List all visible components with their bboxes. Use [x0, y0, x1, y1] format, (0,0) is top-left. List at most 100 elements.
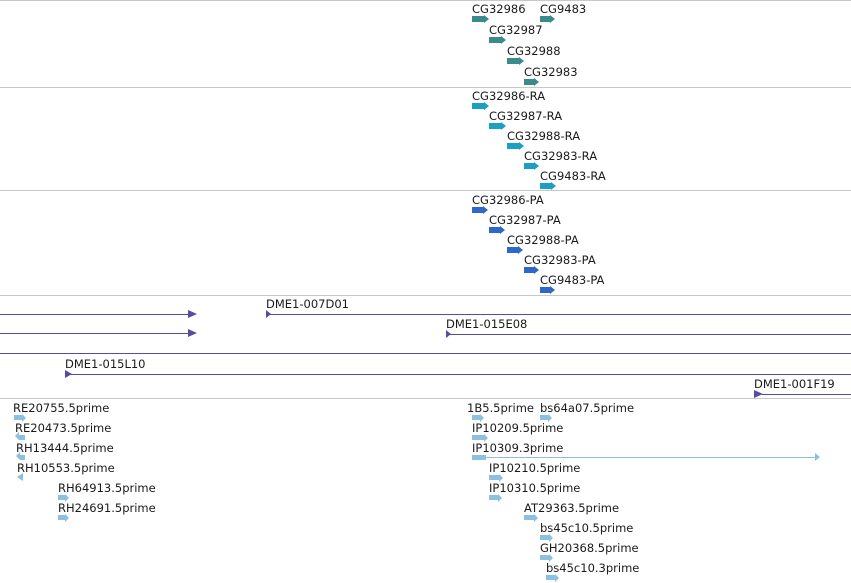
protein-feature[interactable] [489, 227, 500, 233]
est-feature[interactable] [58, 495, 65, 500]
track-separator [0, 190, 851, 191]
est-feature[interactable] [472, 455, 486, 460]
est-feature[interactable] [546, 575, 555, 580]
est-strand-arrow [555, 574, 559, 582]
est-label[interactable]: RE20755.5prime [13, 401, 110, 415]
est-strand-arrow [499, 474, 503, 482]
protein-label[interactable]: CG32988-PA [507, 233, 579, 247]
clone-line[interactable] [270, 314, 851, 315]
est-strand-arrow [484, 434, 488, 442]
gene-label[interactable]: CG32988 [507, 44, 561, 58]
est-label[interactable]: RH24691.5prime [58, 501, 156, 515]
clone-line[interactable] [450, 334, 851, 335]
clone-line[interactable] [70, 374, 851, 375]
gene-label[interactable]: CG32987 [489, 23, 543, 37]
transcript-feature[interactable] [524, 163, 534, 169]
clone-label[interactable]: DME1-007D01 [266, 297, 349, 311]
transcript-label[interactable]: CG32988-RA [507, 129, 581, 143]
est-feature[interactable] [540, 415, 548, 420]
gene-feature[interactable] [524, 79, 534, 85]
transcript-strand-arrow [501, 122, 506, 130]
protein-feature[interactable] [540, 287, 550, 293]
est-feature[interactable] [489, 495, 498, 500]
est-feature[interactable] [489, 475, 499, 480]
gene-strand-arrow [550, 15, 555, 23]
est-feature[interactable] [19, 435, 25, 440]
protein-feature[interactable] [507, 247, 518, 253]
est-feature[interactable] [58, 515, 65, 520]
est-strand-arrow [65, 494, 69, 502]
protein-strand-arrow [518, 246, 523, 254]
gene-feature[interactable] [472, 16, 484, 22]
est-label[interactable]: bs64a07.5prime [540, 401, 635, 415]
est-label[interactable]: AT29363.5prime [524, 501, 620, 515]
est-label[interactable]: GH20368.5prime [540, 541, 639, 555]
transcript-feature[interactable] [489, 123, 501, 129]
track-separator [0, 87, 851, 88]
clone-line[interactable] [0, 333, 190, 334]
clone-line[interactable] [0, 353, 851, 354]
gene-feature[interactable] [540, 16, 550, 22]
gene-label[interactable]: CG32986 [472, 2, 526, 16]
protein-label[interactable]: CG32986-PA [472, 193, 544, 207]
est-feature[interactable] [472, 415, 480, 420]
clone-strand-arrow [188, 310, 197, 318]
clone-label[interactable]: DME1-001F19 [754, 377, 835, 391]
est-strand-arrow [22, 414, 26, 422]
est-strand-arrow [498, 494, 502, 502]
protein-feature[interactable] [472, 207, 483, 213]
est-label[interactable]: IP10209.5prime [472, 421, 564, 435]
transcript-label[interactable]: CG32986-RA [472, 89, 546, 103]
est-label[interactable]: bs45c10.3prime [546, 561, 640, 575]
gene-feature[interactable] [489, 37, 501, 43]
est-strand-arrow [65, 514, 69, 522]
est-label[interactable]: RH10553.5prime [17, 461, 115, 475]
gene-strand-arrow [534, 78, 539, 86]
est-feature[interactable] [540, 535, 549, 540]
clone-strand-arrow [188, 329, 197, 337]
clone-line[interactable] [0, 314, 190, 315]
track-separator [0, 0, 851, 1]
est-feature[interactable] [14, 415, 22, 420]
transcript-label[interactable]: CG32983-RA [524, 149, 598, 163]
est-strand-arrow [549, 534, 553, 542]
protein-feature[interactable] [524, 267, 534, 273]
transcript-feature[interactable] [540, 183, 551, 189]
est-label[interactable]: bs45c10.5prime [540, 521, 634, 535]
est-strand-arrow [17, 473, 23, 481]
gene-feature[interactable] [507, 58, 519, 64]
est-feature[interactable] [524, 515, 534, 520]
est-label[interactable]: 1B5.5prime [467, 401, 534, 415]
clone-label[interactable]: DME1-015E08 [446, 317, 528, 331]
transcript-label[interactable]: CG9483-RA [540, 169, 606, 183]
clone-label[interactable]: DME1-015L10 [65, 357, 146, 371]
est-intron-line[interactable] [486, 457, 816, 458]
est-strand-arrow [815, 453, 820, 461]
est-label[interactable]: IP10310.5prime [489, 481, 581, 495]
est-label[interactable]: RH64913.5prime [58, 481, 156, 495]
gene-label[interactable]: CG32983 [524, 65, 578, 79]
track-separator [0, 295, 851, 296]
protein-label[interactable]: CG32987-PA [489, 213, 561, 227]
clone-start-marker [65, 370, 72, 378]
protein-strand-arrow [550, 286, 555, 294]
transcript-feature[interactable] [507, 143, 519, 149]
gene-strand-arrow [484, 15, 489, 23]
est-feature[interactable] [20, 455, 25, 460]
protein-strand-arrow [500, 226, 505, 234]
gene-label[interactable]: CG9483 [540, 2, 587, 16]
est-label[interactable]: RE20473.5prime [15, 421, 112, 435]
est-label[interactable]: RH13444.5prime [16, 441, 114, 455]
track-separator [0, 398, 851, 399]
protein-label[interactable]: CG32983-PA [524, 253, 596, 267]
protein-label[interactable]: CG9483-PA [540, 273, 605, 287]
transcript-label[interactable]: CG32987-RA [489, 109, 563, 123]
transcript-feature[interactable] [472, 103, 484, 109]
clone-line[interactable] [762, 394, 851, 395]
est-feature[interactable] [540, 555, 549, 560]
clone-start-marker [266, 310, 271, 318]
est-feature[interactable] [472, 435, 484, 440]
est-label[interactable]: IP10309.3prime [472, 441, 564, 455]
est-label[interactable]: IP10210.5prime [489, 461, 581, 475]
